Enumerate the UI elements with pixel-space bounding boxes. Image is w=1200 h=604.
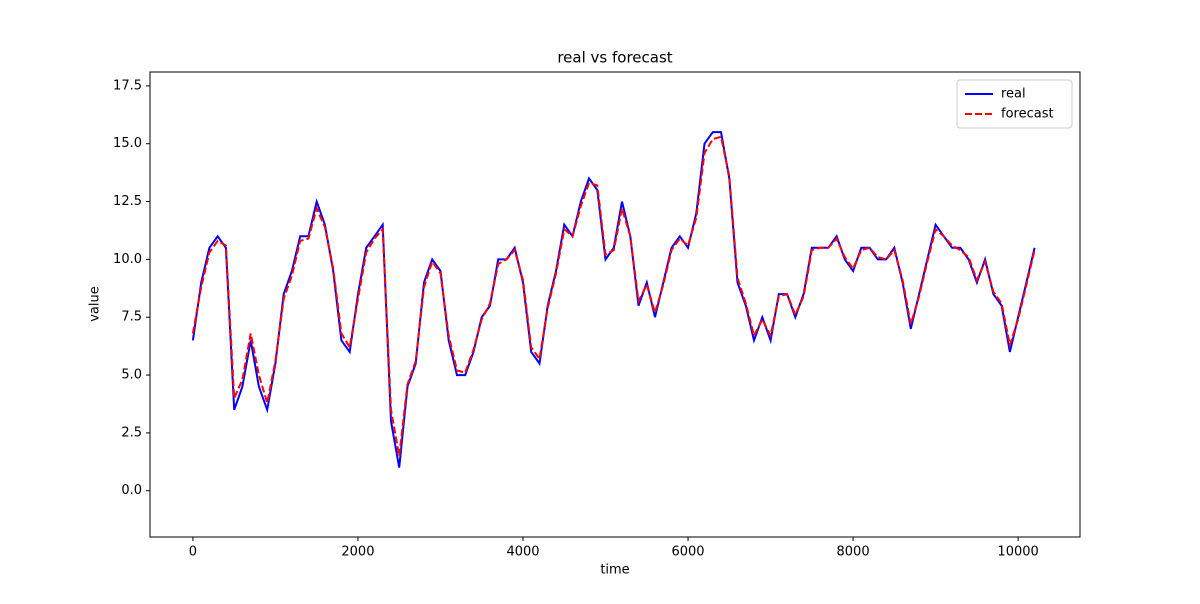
plot-frame: [149, 71, 1081, 538]
series-line: [191, 135, 1036, 457]
x-tick-label: 2000: [341, 545, 374, 560]
y-tick-label: 12.5: [113, 194, 142, 209]
y-tick-label: 0.0: [121, 483, 142, 498]
x-tick-label: 4000: [506, 545, 539, 560]
x-tick-label: 10000: [997, 545, 1038, 560]
x-tick-label: 6000: [671, 545, 704, 560]
y-tick-label: 17.5: [113, 78, 142, 93]
y-tick-label: 2.5: [121, 425, 142, 440]
chart-title: real vs forecast: [557, 49, 672, 67]
x-axis-label: time: [600, 563, 629, 578]
x-tick-label: 0: [189, 545, 197, 560]
y-tick-label: 7.5: [121, 310, 142, 325]
legend-box: [956, 79, 1073, 129]
y-tick-label: 10.0: [113, 252, 142, 267]
y-tick-label: 15.0: [113, 136, 142, 151]
legend-label: real: [1001, 87, 1026, 102]
legend-label: forecast: [1001, 107, 1054, 122]
x-tick-label: 8000: [837, 545, 870, 560]
y-tick-label: 5.0: [121, 368, 142, 383]
y-axis-label: value: [88, 286, 103, 322]
series-line: [191, 131, 1036, 468]
